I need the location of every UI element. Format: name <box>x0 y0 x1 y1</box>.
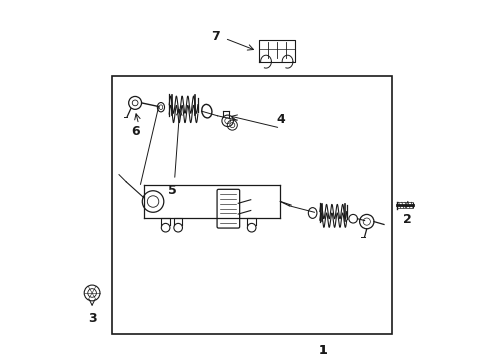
Text: 6: 6 <box>131 125 139 138</box>
Text: 2: 2 <box>403 213 411 226</box>
Text: 4: 4 <box>275 113 284 126</box>
Text: 1: 1 <box>318 344 327 357</box>
Text: 1: 1 <box>318 344 327 357</box>
Text: 7: 7 <box>211 30 220 43</box>
Text: 5: 5 <box>168 184 177 197</box>
Bar <box>112 76 391 334</box>
Text: 3: 3 <box>88 311 96 325</box>
